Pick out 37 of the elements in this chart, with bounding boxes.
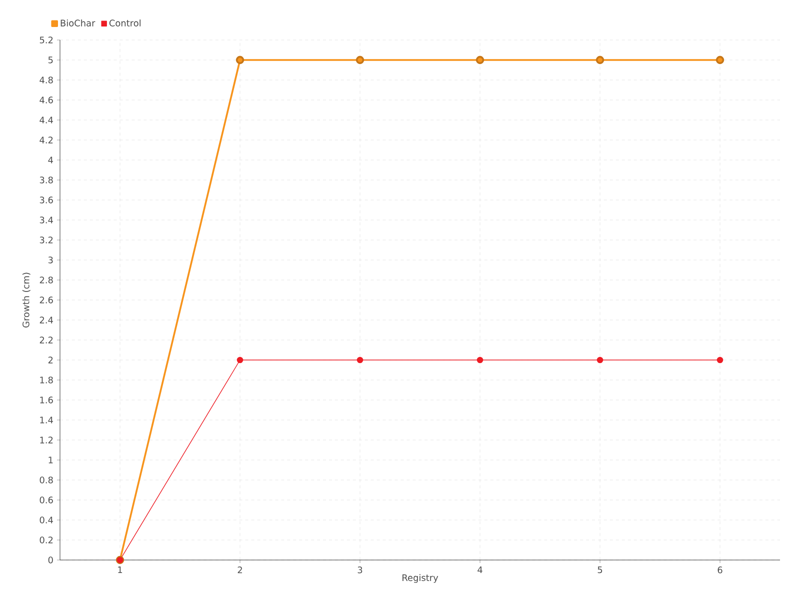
y-tick-label: 3.8 (40, 176, 53, 184)
x-tick-label: 6 (718, 566, 722, 574)
y-tick-label: 2.4 (40, 316, 53, 324)
y-tick-label: 4.2 (40, 136, 53, 144)
legend-label: BioChar (60, 20, 96, 26)
legend-label: Control (109, 20, 141, 26)
y-tick-label: 5.2 (40, 36, 53, 44)
y-tick-label: 2.6 (40, 296, 53, 304)
y-tick-label: 5 (48, 56, 53, 64)
y-tick-label: 0.8 (40, 476, 53, 484)
y-tick-label: 4.4 (40, 116, 53, 124)
x-tick-label: 2 (238, 566, 242, 574)
y-tick-label: 4 (48, 156, 53, 164)
y-tick-label: 1.4 (40, 416, 53, 424)
y-tick-label: 0.6 (40, 496, 53, 504)
y-tick-label: 1 (48, 456, 53, 464)
x-axis-title: Registry (402, 574, 438, 583)
y-tick-label: 3.2 (40, 236, 53, 244)
y-tick-label: 4.6 (40, 96, 53, 104)
y-tick-label: 3 (48, 256, 53, 264)
y-tick-label: 3.6 (40, 196, 53, 204)
y-tick-label: 2 (48, 356, 53, 364)
y-tick-label: 1.8 (40, 376, 53, 384)
y-tick-label: 0 (48, 556, 53, 564)
y-tick-label: 3.4 (40, 216, 53, 224)
x-tick-label: 4 (478, 566, 482, 574)
x-tick-label: 3 (358, 566, 362, 574)
x-tick-label: 1 (118, 566, 122, 574)
y-tick-label: 1.6 (40, 396, 53, 404)
y-axis-title: Growth (cm) (22, 272, 30, 328)
y-tick-label: 4.8 (40, 76, 53, 84)
y-tick-label: 0.2 (40, 536, 53, 544)
y-tick-label: 1.2 (40, 436, 53, 444)
y-tick-label: 0.4 (40, 516, 53, 524)
y-tick-label: 2.8 (40, 276, 53, 284)
x-tick-label: 5 (598, 566, 602, 574)
y-tick-label: 2.2 (40, 336, 53, 344)
